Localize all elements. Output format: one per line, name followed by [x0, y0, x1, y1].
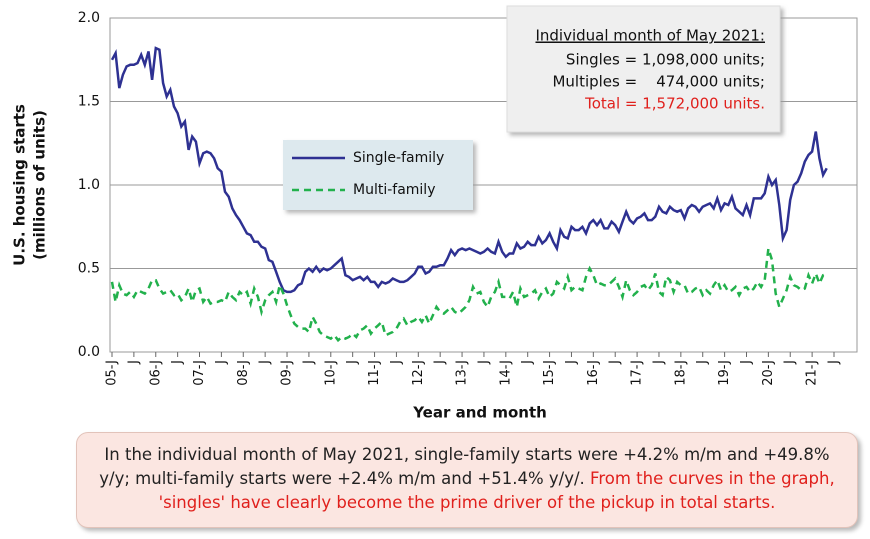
y-axis-label: (millions of units): [31, 110, 49, 260]
y-tick-label: 1.5: [78, 94, 100, 110]
x-tick-label: 14-J: [498, 360, 513, 386]
x-tick-label: 11-J: [367, 360, 382, 386]
x-tick-label: J: [214, 360, 229, 365]
x-tick-label: 09-J: [280, 360, 295, 386]
annotation-title: Individual month of May 2021:: [535, 27, 765, 45]
x-tick-label: 05-J: [105, 360, 120, 386]
x-tick-label: J: [739, 360, 754, 365]
y-tick-label: 0.0: [78, 344, 100, 360]
x-tick-label: 08-J: [236, 360, 251, 386]
x-tick-label: J: [258, 360, 273, 365]
x-tick-label: J: [783, 360, 798, 365]
x-tick-label: 16-J: [586, 360, 601, 386]
x-tick-label: 06-J: [148, 360, 163, 386]
x-tick-label: J: [126, 360, 141, 365]
x-tick-label: J: [345, 360, 360, 365]
x-tick-label: 10-J: [323, 360, 338, 386]
x-tick-label: 21-J: [805, 360, 820, 386]
x-tick-label: 12-J: [411, 360, 426, 386]
x-axis-label: Year and month: [412, 404, 547, 422]
x-tick-label: J: [564, 360, 579, 365]
note-highlight: From the curves in the graph, 'singles' …: [158, 469, 835, 512]
x-tick-label: 17-J: [630, 360, 645, 386]
note-box: In the individual month of May 2021, sin…: [76, 432, 858, 528]
x-tick-label: J: [301, 360, 316, 365]
x-tick-label: J: [651, 360, 666, 365]
annotation-line: Singles = 1,098,000 units;: [566, 51, 765, 69]
x-tick-label: 20-J: [761, 360, 776, 386]
x-tick-label: J: [827, 360, 842, 365]
annotation-highlight: Total = 1,572,000 units.: [584, 95, 765, 113]
x-tick-label: J: [476, 360, 491, 365]
annotation-box: [506, 5, 781, 133]
y-tick-label: 1.0: [78, 177, 100, 193]
series-line: [110, 46, 828, 294]
x-tick-label: 13-J: [455, 360, 470, 386]
x-tick-label: J: [170, 360, 185, 365]
chart: Single-family Multi-family Individual mon…: [11, 5, 858, 422]
x-tick-label: J: [695, 360, 710, 365]
legend-label: Multi-family: [353, 182, 435, 198]
x-tick-label: 07-J: [192, 360, 207, 386]
x-tick-label: J: [520, 360, 535, 365]
x-tick-label: J: [389, 360, 404, 365]
y-tick-label: 2.0: [78, 10, 100, 26]
x-tick-label: 19-J: [717, 360, 732, 386]
y-axis-label: U.S. housing starts: [11, 104, 29, 266]
x-tick-label: 18-J: [673, 360, 688, 386]
x-tick-label: J: [608, 360, 623, 365]
legend-label: Single-family: [353, 150, 444, 166]
legend-box: [283, 140, 473, 210]
x-tick-label: J: [433, 360, 448, 365]
annotation-line: Multiples = 474,000 units;: [552, 73, 765, 91]
series-line: [110, 248, 828, 343]
note-text: In the individual month of May 2021, sin…: [99, 445, 830, 488]
y-tick-label: 0.5: [78, 261, 100, 277]
x-tick-label: 15-J: [542, 360, 557, 386]
